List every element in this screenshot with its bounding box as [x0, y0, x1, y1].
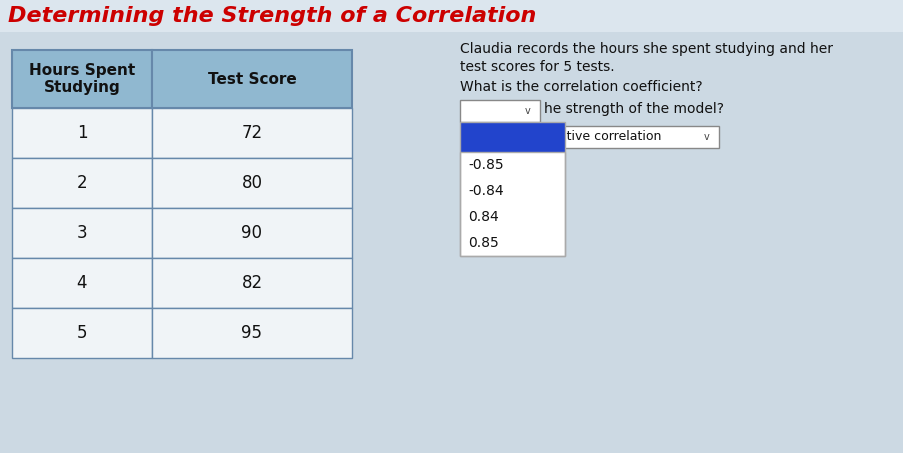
Text: -0.84: -0.84 [468, 184, 503, 198]
Bar [152, 108, 351, 158]
Bar [12, 108, 152, 158]
Bar [12, 158, 152, 208]
Bar [0, 0, 903, 32]
Text: ositive correlation: ositive correlation [548, 130, 661, 144]
Bar [544, 126, 718, 148]
Bar [460, 122, 564, 152]
Text: 4: 4 [77, 274, 88, 292]
Text: 2: 2 [77, 174, 88, 192]
Bar [12, 308, 152, 358]
Bar [460, 152, 564, 256]
Text: 0.85: 0.85 [468, 236, 498, 250]
Text: 72: 72 [241, 124, 262, 142]
Bar [12, 258, 152, 308]
Text: 0.84: 0.84 [468, 210, 498, 224]
Text: 5: 5 [77, 324, 88, 342]
Text: 1: 1 [77, 124, 88, 142]
Text: Test Score: Test Score [208, 72, 296, 87]
Text: he strength of the model?: he strength of the model? [544, 102, 723, 116]
Text: What is the correlation coefficient?: What is the correlation coefficient? [460, 80, 702, 94]
Text: 82: 82 [241, 274, 262, 292]
Bar [152, 50, 351, 108]
Text: v: v [525, 106, 530, 116]
Text: v: v [703, 132, 709, 142]
Bar [12, 50, 152, 108]
Text: test scores for 5 tests.: test scores for 5 tests. [460, 60, 614, 74]
Bar [460, 122, 564, 256]
Text: 80: 80 [241, 174, 262, 192]
Text: -0.85: -0.85 [468, 158, 503, 172]
Bar [152, 208, 351, 258]
Bar [12, 50, 351, 358]
Bar [152, 158, 351, 208]
Text: 3: 3 [77, 224, 88, 242]
Text: Determining the Strength of a Correlation: Determining the Strength of a Correlatio… [8, 6, 535, 26]
Text: 95: 95 [241, 324, 262, 342]
Bar [460, 100, 539, 122]
Bar [152, 308, 351, 358]
Bar [152, 258, 351, 308]
Text: Claudia records the hours she spent studying and her: Claudia records the hours she spent stud… [460, 42, 832, 56]
Text: Hours Spent
Studying: Hours Spent Studying [29, 63, 135, 95]
Text: 90: 90 [241, 224, 262, 242]
Bar [12, 208, 152, 258]
